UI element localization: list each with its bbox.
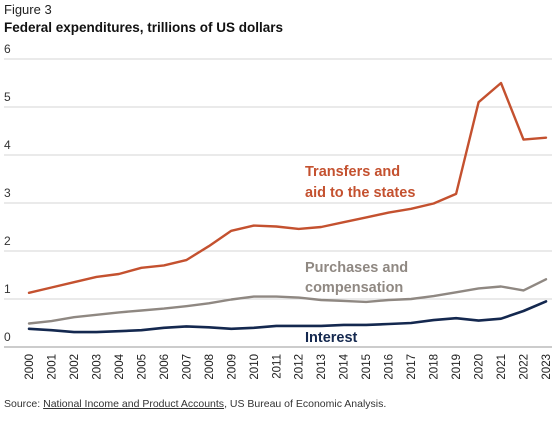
x-tick-label: 2013 bbox=[316, 354, 328, 380]
x-tick-label: 2009 bbox=[226, 354, 238, 380]
x-tick-label: 2020 bbox=[474, 354, 486, 380]
x-tick-label: 2014 bbox=[339, 353, 351, 379]
chart-title: Federal expenditures, trillions of US do… bbox=[4, 20, 284, 35]
y-tick-label: 4 bbox=[4, 138, 11, 152]
x-tick-label: 2010 bbox=[249, 354, 261, 380]
x-tick-label: 2019 bbox=[451, 354, 463, 380]
x-tick-label: 2000 bbox=[24, 354, 36, 380]
y-tick-label: 2 bbox=[4, 234, 11, 248]
x-tick-label: 2006 bbox=[159, 354, 171, 380]
series-label-line: Interest bbox=[305, 330, 358, 346]
series-label-line: aid to the states bbox=[305, 185, 415, 201]
series-line bbox=[27, 81, 548, 294]
series-label-line: Purchases and bbox=[305, 260, 408, 276]
series-line bbox=[27, 300, 548, 334]
x-tick-label: 2004 bbox=[114, 353, 126, 379]
x-tick-label: 2018 bbox=[429, 354, 441, 380]
x-axis-ticks: 2000 2001 2002 2003 2004 2005 2006 2007 2008 2009… bbox=[24, 353, 553, 379]
y-tick-label: 0 bbox=[4, 330, 11, 344]
x-tick-label: 2016 bbox=[384, 354, 396, 380]
series-lines bbox=[27, 81, 548, 334]
source-suffix: , US Bureau of Economic Analysis. bbox=[224, 398, 387, 410]
series-labels: Transfers and aid to the states Purchases … bbox=[305, 164, 415, 346]
series-line bbox=[27, 278, 548, 325]
series-label-line: Transfers and bbox=[305, 164, 400, 180]
x-tick-label: 2021 bbox=[496, 354, 508, 380]
series-label: Purchases and compensation bbox=[305, 260, 408, 296]
source-link[interactable]: National Income and Product Accounts bbox=[43, 398, 225, 410]
x-tick-label: 2007 bbox=[181, 354, 193, 380]
series-label-line: compensation bbox=[305, 280, 403, 296]
x-tick-label: 2023 bbox=[541, 354, 553, 380]
series-label: Interest bbox=[305, 330, 358, 346]
figure-label: Figure 3 bbox=[4, 2, 52, 17]
y-tick-label: 1 bbox=[4, 282, 11, 296]
x-tick-label: 2015 bbox=[361, 354, 373, 380]
series-label: Transfers and aid to the states bbox=[305, 164, 415, 201]
source-note: Source: National Income and Product Acco… bbox=[4, 398, 386, 410]
x-tick-label: 2017 bbox=[406, 354, 418, 380]
x-tick-label: 2012 bbox=[294, 354, 306, 380]
x-tick-label: 2002 bbox=[69, 354, 81, 380]
x-tick-label: 2022 bbox=[519, 354, 531, 380]
x-tick-label: 2001 bbox=[46, 354, 58, 380]
x-tick-label: 2011 bbox=[271, 354, 283, 379]
x-tick-label: 2003 bbox=[91, 354, 103, 380]
y-tick-label: 6 bbox=[4, 42, 11, 56]
y-tick-label: 5 bbox=[4, 90, 11, 104]
source-prefix: Source: bbox=[4, 398, 44, 410]
gridlines bbox=[4, 58, 552, 348]
y-tick-label: 3 bbox=[4, 186, 11, 200]
x-tick-label: 2005 bbox=[136, 354, 148, 380]
y-axis-ticks: 0 1 2 3 4 5 6 bbox=[4, 42, 11, 344]
x-tick-label: 2008 bbox=[204, 354, 216, 380]
